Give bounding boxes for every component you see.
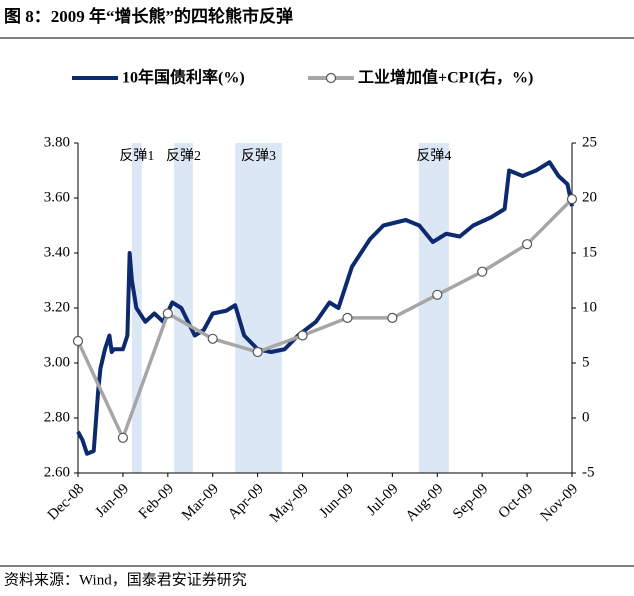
x-tick-label: Jun-09	[317, 481, 357, 521]
x-tick-label: Mar-09	[179, 481, 222, 524]
source: 资料来源：Wind，国泰君安证券研究	[4, 571, 247, 588]
data-point	[432, 289, 443, 300]
region-label: 反弹1	[119, 148, 154, 164]
data-point	[566, 194, 578, 205]
data-point	[387, 312, 398, 323]
y2-tick-label: -5	[582, 464, 595, 480]
y2-tick-label: 5	[582, 354, 590, 370]
data-point	[342, 312, 353, 323]
data-point	[72, 335, 84, 347]
data-point	[207, 333, 218, 344]
y-tick-label: 2.60	[44, 464, 70, 480]
data-point	[297, 330, 308, 341]
data-point	[162, 308, 173, 319]
region-label: 反弹2	[166, 148, 201, 164]
shaded-region	[418, 143, 449, 473]
y-tick-label: 3.40	[44, 244, 70, 260]
chart-title: 图 8：2009 年“增长熊”的四轮熊市反弹	[4, 6, 293, 26]
y-tick-label: 3.60	[44, 189, 70, 205]
x-tick-label: Feb-09	[136, 481, 177, 522]
y2-tick-label: 20	[582, 189, 597, 205]
line-series	[76, 197, 574, 440]
data-point	[477, 266, 488, 277]
x-tick-label: Jan-09	[93, 481, 133, 521]
legend-marker	[325, 72, 337, 84]
data-point	[521, 239, 533, 250]
shaded-region	[174, 143, 193, 473]
data-point	[117, 432, 129, 443]
line-series	[76, 160, 574, 456]
y2-tick-label: 15	[582, 244, 597, 260]
legend-label: 10年国债利率(%)	[122, 68, 245, 87]
x-tick-label: Oct-09	[496, 481, 537, 522]
legend-label: 工业增加值+CPI(右，%)	[358, 68, 533, 87]
x-tick-label: Dec-08	[45, 481, 88, 524]
x-tick-label: Sep-09	[450, 481, 491, 522]
y-tick-label: 2.80	[44, 409, 70, 425]
region-label: 反弹3	[241, 148, 276, 164]
y-tick-label: 3.00	[44, 354, 70, 370]
x-tick-label: Aug-09	[403, 481, 447, 525]
region-label: 反弹4	[416, 148, 451, 164]
x-tick-label: Jul-09	[364, 481, 402, 519]
y2-tick-label: 10	[582, 299, 597, 315]
y-tick-label: 3.80	[44, 134, 70, 150]
x-tick-label: Nov-09	[538, 481, 582, 525]
y2-tick-label: 0	[582, 409, 590, 425]
x-tick-label: Apr-09	[225, 481, 267, 523]
data-point	[252, 346, 263, 358]
y-tick-label: 3.20	[44, 299, 70, 315]
x-tick-label: May-09	[267, 481, 312, 526]
y2-tick-label: 25	[582, 134, 597, 150]
shaded-region	[235, 143, 282, 473]
